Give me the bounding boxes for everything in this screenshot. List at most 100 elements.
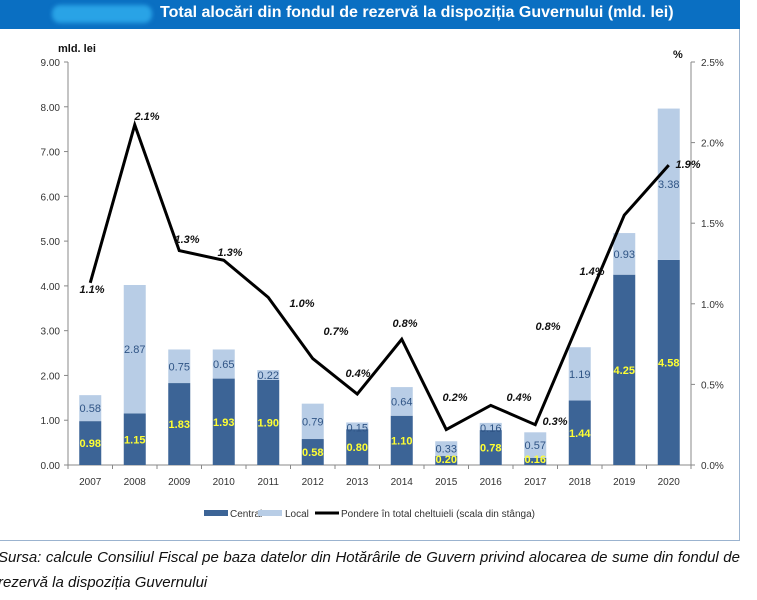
bar-central xyxy=(79,421,102,465)
label-local: 0.79 xyxy=(302,416,323,428)
bar-local xyxy=(390,387,413,416)
y2-tick-label: 2.5% xyxy=(701,58,724,69)
x-tick-label: 2015 xyxy=(435,477,458,488)
line-pondere xyxy=(88,119,670,432)
bar-central xyxy=(301,439,324,465)
label-pondere: 0.3% xyxy=(542,416,567,428)
bar-local xyxy=(435,441,458,457)
label-pondere: 0.4% xyxy=(345,368,370,380)
y-tick-label: 0.00 xyxy=(41,461,61,472)
label-local: 0.16 xyxy=(480,423,501,435)
label-pondere: 0.7% xyxy=(323,326,348,338)
label-pondere: 2.1% xyxy=(133,111,159,123)
bar-local xyxy=(613,233,636,275)
x-tick-label: 2014 xyxy=(391,477,414,488)
x-tick-label: 2009 xyxy=(168,477,191,488)
label-central: 1.44 xyxy=(569,428,591,440)
bar-central xyxy=(168,383,191,465)
label-local: 1.19 xyxy=(569,369,590,381)
label-central: 0.98 xyxy=(80,438,101,450)
bar-local xyxy=(346,422,369,430)
chart-title: Total alocări din fondul de rezervă la d… xyxy=(160,4,674,21)
bar-central xyxy=(613,274,636,465)
bar-central xyxy=(435,456,458,465)
label-local: 0.64 xyxy=(391,396,412,408)
y-tick-label: 9.00 xyxy=(41,58,61,69)
bar-local xyxy=(568,347,591,401)
bar-central xyxy=(568,400,591,465)
label-local: 0.75 xyxy=(169,361,190,373)
label-local: 0.58 xyxy=(80,403,101,415)
label-pondere: 1.0% xyxy=(289,298,314,310)
label-local: 0.65 xyxy=(213,359,234,371)
bar-local xyxy=(257,370,280,380)
label-pondere: 1.9% xyxy=(675,159,700,171)
label-pondere: 0.8% xyxy=(535,321,560,333)
label-local: 3.38 xyxy=(658,179,679,191)
bar-local xyxy=(212,349,235,379)
bar-local xyxy=(123,284,146,414)
y-tick-label: 3.00 xyxy=(41,327,61,338)
y2-tick-label: 1.5% xyxy=(701,219,724,230)
label-central: 0.80 xyxy=(347,442,368,454)
label-pondere: 1.1% xyxy=(79,284,104,296)
bar-central xyxy=(524,457,547,465)
chart: 0.00 1.00 2.00 3.00 4.00 5.00 6.00 7.00 8.00 9.00… xyxy=(41,43,724,520)
label-local: 0.93 xyxy=(614,249,635,261)
y2-axis-title: % xyxy=(673,49,683,61)
y-tick-label: 4.00 xyxy=(41,282,61,293)
bar-local xyxy=(524,432,547,458)
label-pondere: 0.4% xyxy=(506,392,531,404)
label-central: 0.16 xyxy=(525,454,546,466)
bar-central xyxy=(212,378,235,465)
y-tick-label: 2.00 xyxy=(41,371,61,382)
bar-central xyxy=(123,413,146,465)
bar-central xyxy=(657,259,680,465)
bar-local xyxy=(301,403,324,440)
x-tick-label: 2007 xyxy=(79,477,102,488)
label-central: 0.78 xyxy=(480,443,501,455)
label-pondere: 0.8% xyxy=(392,318,417,330)
bar-central xyxy=(390,415,413,465)
label-pondere: 1.3% xyxy=(174,234,199,246)
label-local: 2.87 xyxy=(124,344,145,356)
bar-local xyxy=(657,108,680,260)
x-tick-label: 2019 xyxy=(613,477,636,488)
x-tick-label: 2010 xyxy=(213,477,236,488)
y-tick-label: 1.00 xyxy=(41,416,61,427)
redacted-blur xyxy=(52,5,152,23)
x-tick-label: 2017 xyxy=(524,477,547,488)
label-central: 1.90 xyxy=(258,417,279,429)
legend-label-central: Central xyxy=(230,509,262,520)
y-tick-label: 6.00 xyxy=(41,192,61,203)
label-central: 0.20 xyxy=(436,454,457,466)
y-tick-label: 5.00 xyxy=(41,237,61,248)
legend-label-local: Local xyxy=(285,509,309,520)
source-note: Sursa: calcule Consiliul Fiscal pe baza … xyxy=(0,549,740,591)
label-central: 1.15 xyxy=(124,434,145,446)
y2-tick-label: 2.0% xyxy=(701,139,724,150)
label-central: 4.25 xyxy=(614,365,635,377)
y-axis-title: mld. lei xyxy=(58,43,96,55)
title-bar: Total alocări din fondul de rezervă la d… xyxy=(0,0,740,29)
y2-tick-label: 0.5% xyxy=(701,380,724,391)
label-central: 1.93 xyxy=(213,417,234,429)
x-tick-label: 2016 xyxy=(480,477,503,488)
label-central: 1.83 xyxy=(169,419,190,431)
label-local: 0.22 xyxy=(258,370,279,382)
label-local: 0.15 xyxy=(347,422,368,434)
bar-local xyxy=(79,395,102,422)
legend-label-pondere: Pondere în total cheltuieli (scala din s… xyxy=(341,509,535,520)
bar-central xyxy=(346,429,369,465)
label-central: 4.58 xyxy=(658,357,679,369)
legend-swatch-central xyxy=(204,510,228,516)
label-local: 0.57 xyxy=(525,440,546,452)
label-central: 1.10 xyxy=(391,435,412,447)
y2-tick-label: 0.0% xyxy=(701,461,724,472)
label-pondere: 0.2% xyxy=(442,392,467,404)
x-tick-label: 2011 xyxy=(257,477,279,488)
label-pondere: 1.4% xyxy=(579,266,604,278)
x-tick-label: 2012 xyxy=(302,477,325,488)
y-tick-label: 7.00 xyxy=(41,148,61,159)
bar-local xyxy=(168,349,191,384)
